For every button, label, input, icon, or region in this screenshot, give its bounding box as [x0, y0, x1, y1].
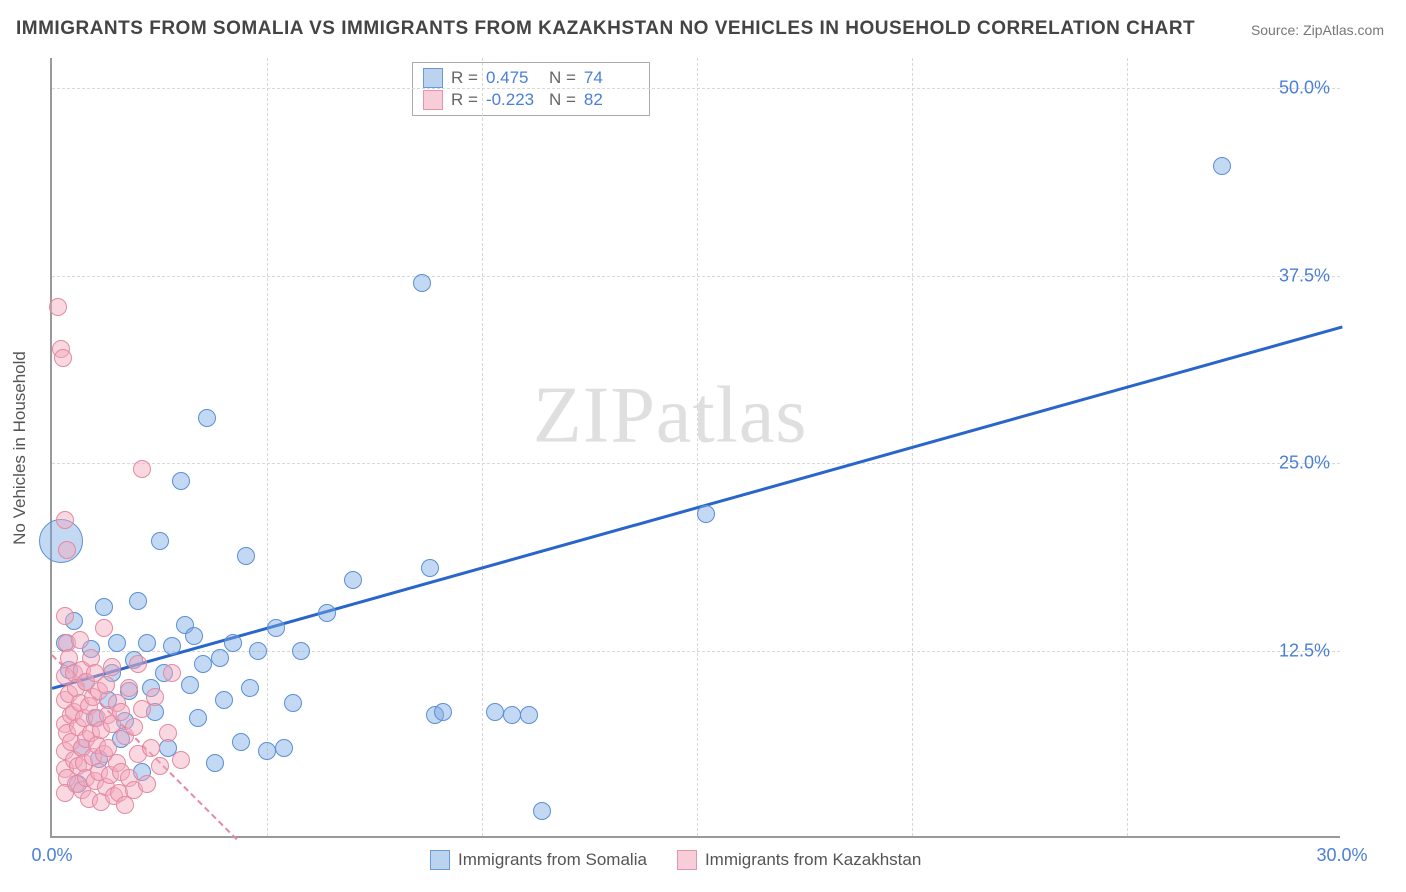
scatter-point — [211, 649, 229, 667]
scatter-point — [185, 627, 203, 645]
scatter-point — [421, 559, 439, 577]
legend-bottom: Immigrants from Somalia Immigrants from K… — [430, 850, 921, 870]
plot-region: ZIPatlas R = 0.475 N = 74 R = -0.223 N = 82 12.… — [50, 58, 1340, 838]
x-tick-label: 30.0% — [1316, 845, 1367, 866]
scatter-point — [413, 274, 431, 292]
scatter-point — [163, 637, 181, 655]
y-tick-label: 37.5% — [1279, 265, 1330, 286]
scatter-point — [159, 724, 177, 742]
stat-r-value: -0.223 — [486, 90, 541, 110]
y-axis-label: No Vehicles in Household — [10, 351, 30, 545]
stat-n-label: N = — [549, 68, 576, 88]
gridline-v — [1127, 58, 1128, 836]
scatter-point — [151, 757, 169, 775]
stat-r-value: 0.475 — [486, 68, 541, 88]
stats-legend: R = 0.475 N = 74 R = -0.223 N = 82 — [412, 62, 650, 116]
watermark: ZIPatlas — [533, 370, 808, 461]
scatter-point — [97, 676, 115, 694]
scatter-point — [133, 460, 151, 478]
stat-r-label: R = — [451, 90, 478, 110]
x-tick-label: 0.0% — [31, 845, 72, 866]
stats-row: R = 0.475 N = 74 — [423, 67, 639, 89]
scatter-point — [194, 655, 212, 673]
scatter-point — [172, 472, 190, 490]
scatter-point — [56, 511, 74, 529]
scatter-point — [95, 619, 113, 637]
scatter-point — [520, 706, 538, 724]
scatter-point — [344, 571, 362, 589]
scatter-point — [112, 703, 130, 721]
series-swatch — [423, 68, 443, 88]
legend-item: Immigrants from Somalia — [430, 850, 647, 870]
scatter-point — [125, 718, 143, 736]
scatter-point — [486, 703, 504, 721]
y-tick-label: 25.0% — [1279, 453, 1330, 474]
gridline-v — [697, 58, 698, 836]
scatter-point — [189, 709, 207, 727]
scatter-point — [215, 691, 233, 709]
stats-row: R = -0.223 N = 82 — [423, 89, 639, 111]
scatter-point — [129, 592, 147, 610]
scatter-point — [120, 679, 138, 697]
stat-n-label: N = — [549, 90, 576, 110]
chart-area: No Vehicles in Household ZIPatlas R =0.4… — [50, 58, 1340, 838]
gridline-h — [52, 88, 1340, 89]
scatter-point — [129, 655, 147, 673]
scatter-point — [95, 598, 113, 616]
scatter-point — [1213, 157, 1231, 175]
scatter-point — [108, 634, 126, 652]
scatter-point — [163, 664, 181, 682]
scatter-point — [49, 298, 67, 316]
scatter-point — [103, 658, 121, 676]
scatter-point — [151, 532, 169, 550]
scatter-point — [71, 631, 89, 649]
scatter-point — [224, 634, 242, 652]
scatter-point — [533, 802, 551, 820]
stat-r-label: R = — [451, 68, 478, 88]
scatter-point — [138, 775, 156, 793]
gridline-v — [482, 58, 483, 836]
legend-label: Immigrants from Kazakhstan — [705, 850, 921, 870]
gridline-v — [267, 58, 268, 836]
scatter-point — [237, 547, 255, 565]
scatter-point — [138, 634, 156, 652]
source-credit: Source: ZipAtlas.com — [1251, 22, 1384, 38]
scatter-point — [697, 505, 715, 523]
scatter-point — [58, 541, 76, 559]
scatter-point — [241, 679, 259, 697]
chart-title: IMMIGRANTS FROM SOMALIA VS IMMIGRANTS FR… — [16, 18, 1195, 40]
stat-n-value: 74 — [584, 68, 639, 88]
y-tick-label: 50.0% — [1279, 78, 1330, 99]
series-swatch — [677, 850, 697, 870]
scatter-point — [318, 604, 336, 622]
scatter-point — [198, 409, 216, 427]
gridline-h — [52, 463, 1340, 464]
legend-label: Immigrants from Somalia — [458, 850, 647, 870]
scatter-point — [206, 754, 224, 772]
scatter-point — [292, 642, 310, 660]
scatter-point — [434, 703, 452, 721]
scatter-point — [275, 739, 293, 757]
series-swatch — [430, 850, 450, 870]
scatter-point — [258, 742, 276, 760]
scatter-point — [267, 619, 285, 637]
y-tick-label: 12.5% — [1279, 640, 1330, 661]
scatter-point — [232, 733, 250, 751]
scatter-point — [503, 706, 521, 724]
stat-n-value: 82 — [584, 90, 639, 110]
gridline-h — [52, 276, 1340, 277]
scatter-point — [249, 642, 267, 660]
scatter-point — [284, 694, 302, 712]
legend-item: Immigrants from Kazakhstan — [677, 850, 921, 870]
gridline-h — [52, 651, 1340, 652]
series-swatch — [423, 90, 443, 110]
scatter-point — [54, 349, 72, 367]
scatter-point — [172, 751, 190, 769]
scatter-point — [142, 739, 160, 757]
scatter-point — [181, 676, 199, 694]
scatter-point — [146, 688, 164, 706]
scatter-point — [56, 607, 74, 625]
